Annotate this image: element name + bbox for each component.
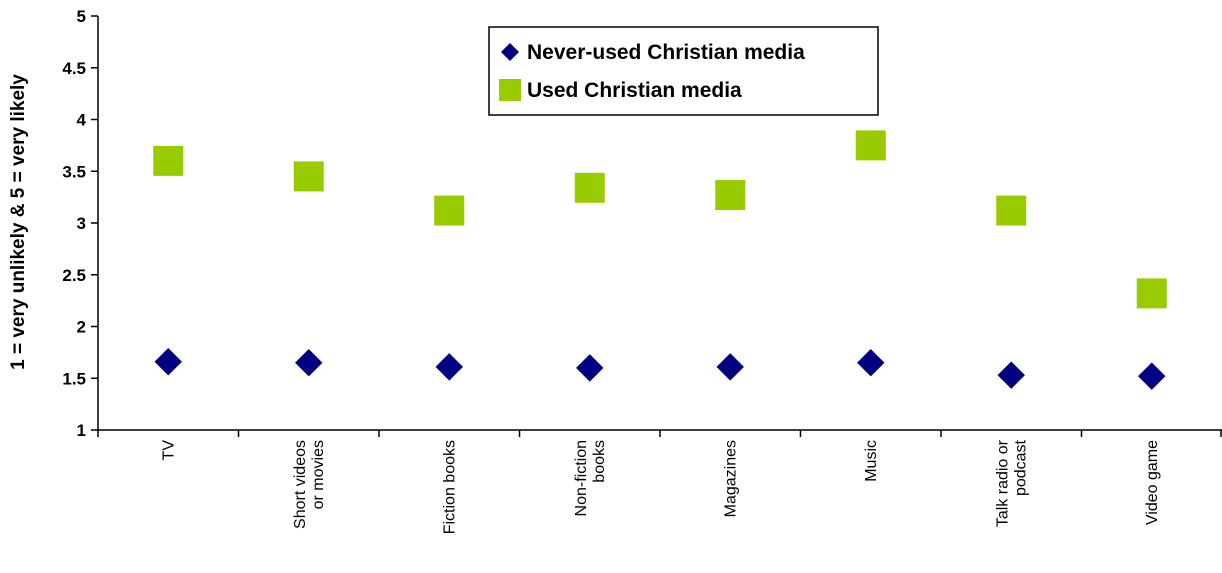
data-point-square [1136,278,1167,309]
legend-label: Used Christian media [527,79,742,102]
x-category-label: TV [160,440,177,461]
y-axis-title: 1 = very unlikely & 5 = very likely [8,74,29,370]
legend-label: Never-used Christian media [527,41,805,64]
data-point-square [715,180,746,211]
data-point-diamond [997,361,1025,389]
legend: Never-used Christian media Used Christian… [488,26,879,116]
x-category-label: Music [863,440,880,482]
y-tick-label: 4.5 [62,59,86,78]
x-axis: TV Short videos or movies Fiction books Non-… [97,429,1222,534]
data-point-diamond [716,353,744,381]
y-axis: 1 1.5 2 2.5 3 3.5 4 4.5 5 [62,7,99,440]
y-tick-label: 3 [77,214,86,233]
y-tick-label: 1 [77,421,86,440]
y-tick-label: 3.5 [62,162,86,181]
y-tick-label: 2.5 [62,266,86,285]
data-point-square [293,161,324,192]
data-point-diamond [576,354,604,382]
x-category-label: Magazines [722,440,739,517]
y-tick-label: 5 [77,7,86,26]
x-category-label: or movies [310,440,327,509]
x-category-label: Short videos [292,440,309,529]
y-tick-label: 4 [77,111,87,130]
y-tick-label: 2 [77,318,86,337]
data-series [153,130,1167,390]
data-point-square [153,145,184,176]
data-point-square [996,195,1027,226]
legend-box [488,26,879,116]
series-never-used [154,347,1166,390]
x-category-label: Non-fiction [573,440,590,516]
series-used [153,130,1167,309]
data-point-square [574,172,605,203]
x-category-label: Talk radio or [994,439,1011,527]
data-point-diamond [857,349,885,377]
data-point-diamond [435,353,463,381]
y-tick-label: 1.5 [62,369,86,388]
x-category-label: podcast [1012,439,1029,496]
x-category-label: Fiction books [441,440,458,534]
data-point-square [855,130,886,161]
data-point-square [434,195,465,226]
legend-marker-square [499,79,521,101]
data-point-diamond [295,349,323,377]
x-category-label: Video game [1144,440,1161,525]
legend-marker-diamond [501,43,519,61]
data-point-diamond [154,347,182,376]
x-category-label: books [591,440,608,483]
data-point-diamond [1138,362,1166,390]
